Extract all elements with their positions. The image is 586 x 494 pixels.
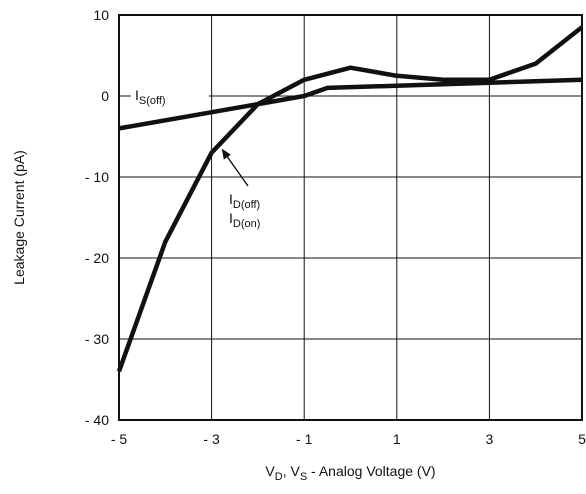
series-line-1 [118,77,583,131]
y-tick-label: - 30 [85,331,109,347]
labels: VD, VS - Analog Voltage (V) Leakage Curre… [11,83,436,483]
x-axis-label: VD, VS - Analog Voltage (V) [265,463,435,483]
series-layer [116,25,584,373]
series-label-is-off: IS(off) [135,87,166,107]
x-tick-label: 1 [393,431,401,447]
y-axis-label: Leakage Current (pA) [11,150,27,285]
annotation-arrowhead [221,148,231,160]
x-tick-label: - 1 [296,431,313,447]
series-label-id-on: ID(on) [229,210,260,230]
x-tick-label: - 5 [111,431,128,447]
tick-labels: - 5 - 3 - 1 1 3 5 10 0 - 10 - 20 - 30 - 40 [85,7,586,447]
grid [118,14,583,421]
y-tick-label: - 40 [85,412,109,428]
annotation-arrow-line [225,154,249,187]
y-tick-label: 0 [101,88,109,104]
series-label-bg [131,83,209,105]
series-line-2 [116,25,584,373]
x-tick-label: 5 [578,431,586,447]
series-label-id-off: ID(off) [229,191,260,211]
x-tick-label: 3 [486,431,494,447]
y-tick-label: - 10 [85,169,109,185]
x-tick-label: - 3 [203,431,220,447]
y-tick-label: 10 [93,7,109,23]
plot-frame [118,14,583,421]
y-tick-label: - 20 [85,250,109,266]
